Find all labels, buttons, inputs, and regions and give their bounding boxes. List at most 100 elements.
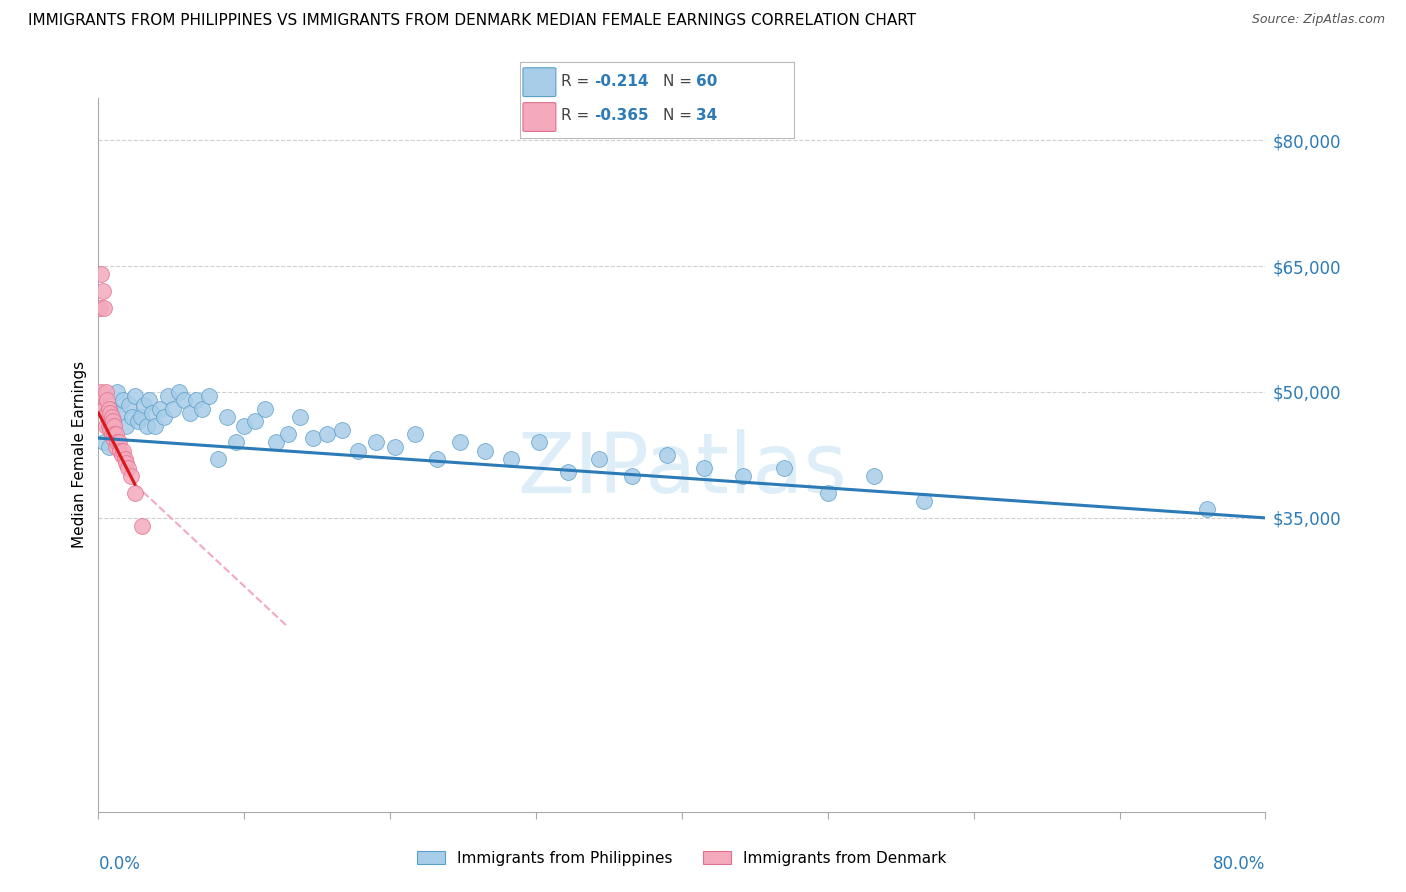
Point xyxy=(912,494,935,508)
Point xyxy=(96,393,118,408)
Point xyxy=(191,401,214,416)
Point xyxy=(93,401,115,416)
Point xyxy=(135,418,157,433)
Point xyxy=(474,443,496,458)
Point xyxy=(167,384,190,399)
Point xyxy=(121,410,143,425)
Point xyxy=(110,443,132,458)
Point xyxy=(114,452,136,467)
Point xyxy=(118,398,141,412)
Y-axis label: Median Female Earnings: Median Female Earnings xyxy=(72,361,87,549)
Point xyxy=(138,393,160,408)
Point xyxy=(124,485,146,500)
Point xyxy=(316,426,339,441)
Point xyxy=(173,393,195,408)
Text: 60: 60 xyxy=(696,74,717,89)
Point xyxy=(773,460,796,475)
Point xyxy=(157,389,180,403)
Point xyxy=(557,465,579,479)
Point xyxy=(364,435,387,450)
FancyBboxPatch shape xyxy=(523,68,555,96)
Point xyxy=(100,410,122,425)
Point xyxy=(863,469,886,483)
Point xyxy=(127,414,149,428)
Point xyxy=(101,414,124,428)
Point xyxy=(117,460,139,475)
Point xyxy=(225,435,247,450)
Point xyxy=(105,435,128,450)
Point xyxy=(103,418,125,433)
Point xyxy=(162,401,184,416)
Text: R =: R = xyxy=(561,74,595,89)
Point xyxy=(141,406,163,420)
Text: 80.0%: 80.0% xyxy=(1213,855,1265,872)
Point xyxy=(527,435,550,450)
Point xyxy=(115,418,138,433)
Point xyxy=(149,401,172,416)
Point xyxy=(277,426,299,441)
Point xyxy=(100,426,122,441)
Point xyxy=(98,406,121,420)
Point xyxy=(817,485,839,500)
Text: IMMIGRANTS FROM PHILIPPINES VS IMMIGRANTS FROM DENMARK MEDIAN FEMALE EARNINGS CO: IMMIGRANTS FROM PHILIPPINES VS IMMIGRANT… xyxy=(28,13,917,29)
Point xyxy=(100,401,122,416)
Text: 34: 34 xyxy=(696,109,717,123)
Point xyxy=(233,418,256,433)
Point xyxy=(215,410,238,425)
Point xyxy=(112,393,135,408)
Point xyxy=(120,469,142,483)
Point xyxy=(93,301,115,315)
Point xyxy=(91,284,114,298)
Point xyxy=(96,406,118,420)
Point xyxy=(94,384,117,399)
Text: 0.0%: 0.0% xyxy=(98,855,141,872)
Point xyxy=(132,398,155,412)
Point xyxy=(198,389,221,403)
Point xyxy=(103,426,125,441)
Point xyxy=(115,456,138,470)
Point xyxy=(657,448,679,462)
Point xyxy=(153,410,176,425)
Point xyxy=(111,448,134,462)
Point xyxy=(124,389,146,403)
Point xyxy=(105,384,128,399)
Point xyxy=(621,469,644,483)
Point xyxy=(104,426,127,441)
Point xyxy=(90,268,112,282)
Point xyxy=(426,452,449,467)
Point xyxy=(330,423,353,437)
Point xyxy=(104,440,127,454)
Point xyxy=(347,443,370,458)
Point xyxy=(93,435,115,450)
Point xyxy=(179,406,201,420)
Point xyxy=(588,452,610,467)
Point xyxy=(302,431,325,445)
Point xyxy=(90,384,112,399)
Point xyxy=(253,401,276,416)
Point xyxy=(97,440,120,454)
Text: ZIPatlas: ZIPatlas xyxy=(517,429,846,509)
Point xyxy=(108,435,131,450)
Point xyxy=(112,443,135,458)
Text: N =: N = xyxy=(662,74,696,89)
Point xyxy=(97,401,120,416)
Legend: Immigrants from Philippines, Immigrants from Denmark: Immigrants from Philippines, Immigrants … xyxy=(412,845,952,871)
Point xyxy=(207,452,229,467)
Point xyxy=(501,452,523,467)
Point xyxy=(94,418,117,433)
Point xyxy=(693,460,716,475)
Point xyxy=(288,410,311,425)
Text: Source: ZipAtlas.com: Source: ZipAtlas.com xyxy=(1251,13,1385,27)
Text: -0.365: -0.365 xyxy=(595,109,650,123)
Point xyxy=(186,393,208,408)
Point xyxy=(131,519,153,533)
Point xyxy=(89,301,111,315)
Point xyxy=(101,431,124,445)
Point xyxy=(143,418,166,433)
Point xyxy=(266,435,288,450)
Point xyxy=(103,414,125,428)
Text: -0.214: -0.214 xyxy=(595,74,648,89)
Point xyxy=(384,440,406,454)
Point xyxy=(243,414,266,428)
Point xyxy=(129,410,152,425)
